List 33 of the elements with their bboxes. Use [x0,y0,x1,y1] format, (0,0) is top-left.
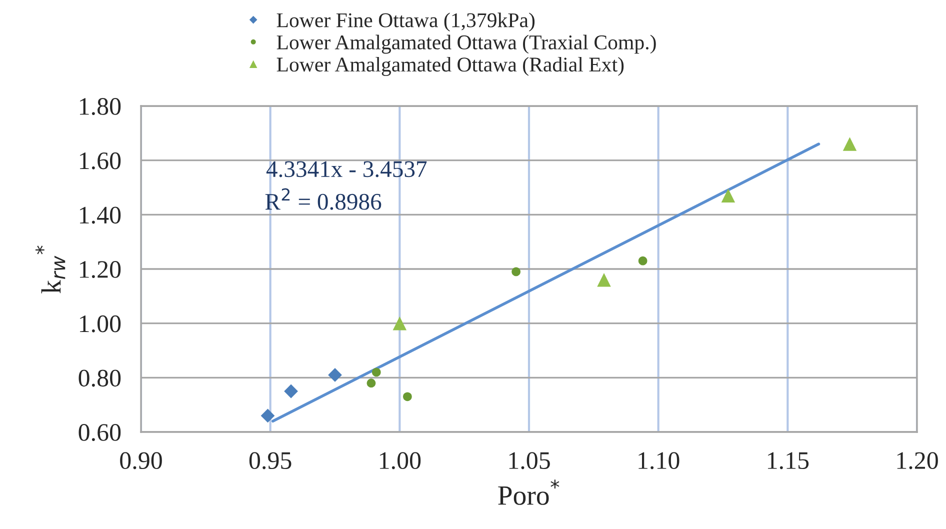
y-tick-label: 1.60 [80,152,121,170]
y-tick-label: 0.80 [78,370,121,387]
point [638,256,648,266]
point [392,316,407,330]
x-tick-label: 0.95 [249,452,292,470]
x-tick-label: 1.05 [509,452,550,470]
legend-label: Lower Amalgamated Ottawa (Traxial Comp.) [276,34,656,54]
y-tick-label: 0.60 [78,424,121,442]
point [284,384,298,398]
legend-label: Lower Amalgamated Ottawa (Radial Ext) [276,56,624,76]
annotation: R$^{2}$ = 0.8986 [265,188,382,210]
x-tick-label: 1.15 [768,452,809,470]
y-tick-label: 1.20 [80,261,121,278]
point [721,188,736,203]
point [372,368,381,377]
point [842,137,857,151]
x-tick-label: 1.00 [380,452,421,470]
annotation: 4.3341x - 3.4537 [266,161,427,178]
legend-label: Lower Fine Ottawa (1,379kPa) [276,12,535,32]
point [366,378,376,388]
point [597,272,611,287]
y-tick-label: 1.80 [80,98,121,116]
x-tick-label: 0.90 [120,452,162,470]
x-axis-title: Poro$^{*}$ [498,480,560,505]
y-tick-label: 1.40 [80,206,121,224]
point [260,408,275,423]
point [403,392,412,402]
point [328,368,342,382]
x-tick-label: 1.20 [897,452,938,470]
y-tick-label: 1.00 [80,315,121,332]
y-axis-title: k$_{rw}$$^{*}$ [36,246,66,294]
x-tick-label: 1.10 [638,452,680,470]
point [512,267,520,276]
